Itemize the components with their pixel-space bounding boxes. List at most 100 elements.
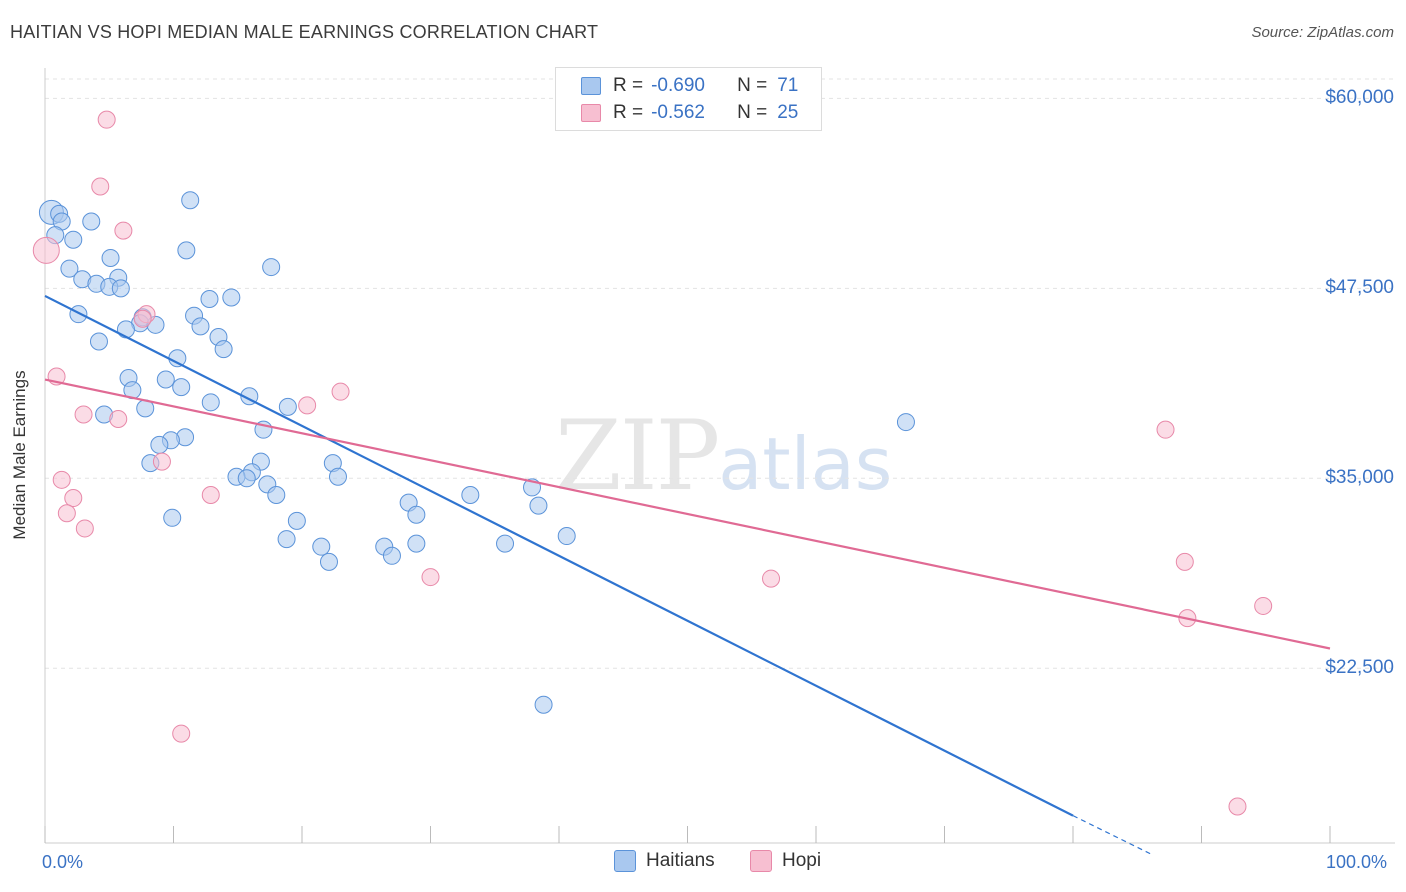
- watermark-atlas: atlas: [718, 422, 893, 506]
- watermark: ZIPatlas: [555, 400, 892, 512]
- haitian-point: [200, 289, 219, 308]
- n-label: N =: [737, 75, 768, 96]
- haitian-point: [896, 413, 915, 432]
- n-value: 71: [777, 75, 799, 96]
- hopi-point: [1175, 552, 1194, 571]
- legend-item-hopi[interactable]: Hopi: [750, 850, 821, 872]
- haitian-point: [60, 259, 79, 278]
- hopi-point: [201, 486, 220, 505]
- haitian-point: [156, 370, 175, 389]
- hopi-point: [172, 724, 191, 743]
- hopi-point: [152, 452, 171, 471]
- legend-row-hopi: R = -0.562 N = 25: [556, 100, 798, 126]
- haitian-point: [278, 397, 297, 416]
- source-label: Source: ZipAtlas.com: [1251, 24, 1394, 41]
- hopi-swatch: [581, 104, 601, 122]
- r-label: R =: [613, 75, 644, 96]
- y-tick-label: $22,500: [1325, 657, 1394, 679]
- haitian-point: [461, 486, 480, 505]
- haitian-point: [116, 320, 135, 339]
- haitians-trend-extension: [1072, 815, 1151, 855]
- watermark-zip: ZIP: [555, 400, 720, 512]
- axes: [44, 68, 1395, 844]
- r-value: -0.562: [651, 102, 705, 123]
- haitian-point: [534, 695, 553, 714]
- haitian-point: [496, 534, 515, 553]
- haitian-point: [191, 317, 210, 336]
- hopi-point: [64, 489, 83, 508]
- trend-lines: [44, 294, 1331, 855]
- r-label: R =: [613, 102, 644, 123]
- haitian-point: [277, 530, 296, 549]
- x-tick-label-max: 100.0%: [1326, 852, 1388, 872]
- haitian-point: [382, 546, 401, 565]
- hopi-point: [52, 470, 71, 489]
- haitian-point: [312, 537, 331, 556]
- y-tick-label: $35,000: [1325, 467, 1394, 489]
- haitian-point: [267, 486, 286, 505]
- haitian-point: [557, 527, 576, 546]
- grid-lines: [45, 78, 1395, 669]
- hopi-point: [114, 221, 133, 240]
- haitian-point: [101, 248, 120, 267]
- x-tick-label-min: 0.0%: [42, 852, 84, 872]
- hopi-point: [331, 382, 350, 401]
- haitians-legend-label: Haitians: [646, 850, 715, 871]
- haitians-swatch: [581, 77, 601, 95]
- series-hopi: [32, 110, 1273, 816]
- haitian-point: [177, 241, 196, 260]
- haitian-point: [89, 332, 108, 351]
- legend-row-haitians: R = -0.690 N = 71: [556, 73, 798, 99]
- haitian-point: [111, 279, 130, 298]
- hopi-point: [57, 504, 76, 523]
- haitian-point: [168, 349, 187, 368]
- hopi-point: [421, 568, 440, 587]
- haitians-trend-line: [44, 294, 1074, 817]
- haitian-point: [222, 288, 241, 307]
- haitian-point: [319, 552, 338, 571]
- hopi-point: [97, 110, 116, 129]
- haitian-point: [201, 393, 220, 412]
- y-tick-label: $47,500: [1325, 277, 1394, 299]
- haitian-point: [150, 435, 169, 454]
- y-axis-label: Median Male Earnings: [10, 370, 29, 540]
- hopi-point: [75, 519, 94, 538]
- n-label: N =: [737, 102, 768, 123]
- hopi-point: [1156, 420, 1175, 439]
- series-haitians: [38, 191, 915, 714]
- hopi-legend-swatch: [750, 850, 772, 872]
- hopi-legend-label: Hopi: [782, 850, 822, 871]
- haitian-point: [529, 496, 548, 515]
- hopi-point: [1254, 596, 1273, 615]
- hopi-point: [32, 236, 60, 264]
- y-tick-label: $60,000: [1325, 87, 1394, 109]
- haitian-point: [287, 511, 306, 530]
- haitian-point: [407, 534, 426, 553]
- haitian-point: [407, 505, 426, 524]
- hopi-point: [762, 569, 781, 588]
- haitian-point: [237, 469, 256, 488]
- hopi-trend-line: [44, 378, 1331, 650]
- hopi-point: [91, 177, 110, 196]
- hopi-point: [1228, 797, 1247, 816]
- hopi-point: [74, 405, 93, 424]
- haitian-point: [64, 230, 83, 249]
- haitian-point: [172, 378, 191, 397]
- haitian-point: [69, 305, 88, 324]
- haitian-point: [328, 467, 347, 486]
- r-value: -0.690: [651, 75, 705, 96]
- correlation-legend: R = -0.690 N = 71 R = -0.562 N = 25: [555, 67, 822, 131]
- haitian-point: [214, 340, 233, 359]
- haitian-point: [181, 191, 200, 210]
- legend-item-haitians[interactable]: Haitians: [614, 850, 715, 872]
- haitian-point: [262, 258, 281, 277]
- n-value: 25: [777, 102, 799, 123]
- hopi-point: [133, 309, 152, 328]
- haitian-point: [82, 212, 101, 231]
- haitians-legend-swatch: [614, 850, 636, 872]
- hopi-point: [298, 396, 317, 415]
- hopi-point: [109, 410, 128, 429]
- chart-title: HAITIAN VS HOPI MEDIAN MALE EARNINGS COR…: [10, 22, 599, 42]
- haitian-point: [163, 508, 182, 527]
